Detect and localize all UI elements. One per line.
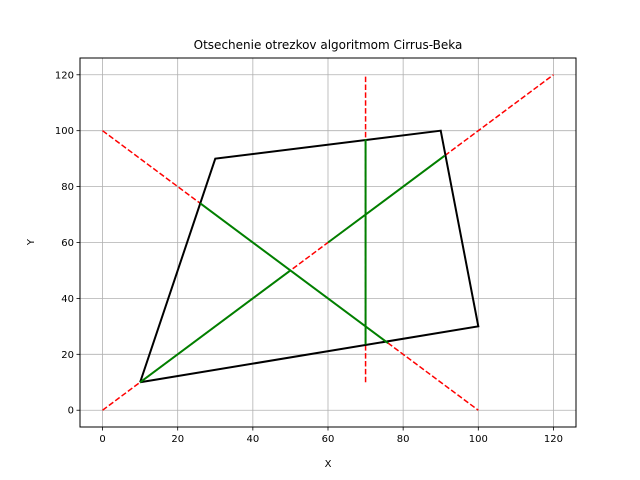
x-tick-label: 80 <box>397 434 410 445</box>
y-tick-label: 40 <box>61 294 74 305</box>
y-tick-label: 60 <box>61 238 74 249</box>
x-tick-label: 0 <box>99 434 105 445</box>
clipping-polygon <box>139 129 480 384</box>
clipped-segment <box>327 155 446 244</box>
x-tick-label: 20 <box>171 434 184 445</box>
series-layer <box>102 74 554 411</box>
x-tick-label: 60 <box>322 434 335 445</box>
x-tick-label: 100 <box>469 434 488 445</box>
y-tick-label: 80 <box>61 182 74 193</box>
x-tick-label: 120 <box>544 434 563 445</box>
y-tick-label: 0 <box>68 406 74 417</box>
clipped-segment <box>199 202 389 344</box>
y-axis-label: Y <box>26 238 37 246</box>
y-tick-label: 100 <box>55 126 74 137</box>
x-tick-label: 40 <box>246 434 259 445</box>
y-tick-label: 20 <box>61 350 74 361</box>
y-tick-label: 120 <box>55 70 74 81</box>
clipped-segment <box>139 269 292 384</box>
x-axis-label: X <box>325 459 332 470</box>
grid <box>80 58 576 427</box>
chart-title: Otsechenie otrezkov algoritmom Cirrus-Be… <box>194 38 463 52</box>
ticks: 0 20 40 60 80 100 120 0 20 40 60 80 100 120 <box>55 70 563 445</box>
